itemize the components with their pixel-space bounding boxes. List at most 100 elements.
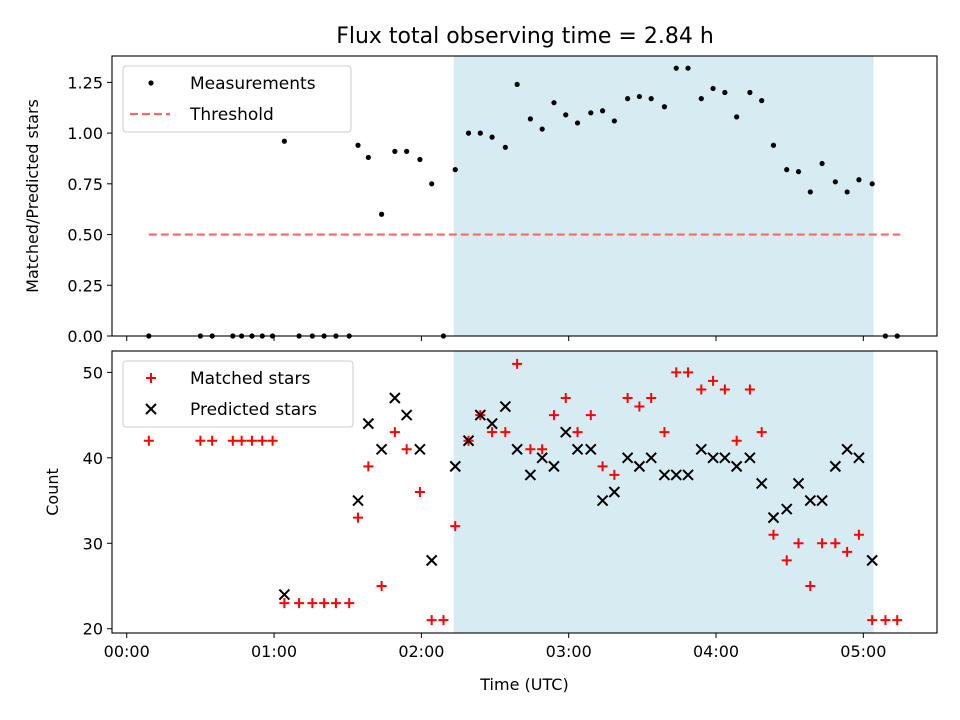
data-point	[784, 167, 790, 173]
y-axis-label: Matched/Predicted stars	[23, 99, 42, 293]
data-point	[867, 615, 878, 626]
legend-box	[122, 65, 352, 133]
data-point	[363, 461, 374, 472]
data-point	[599, 108, 606, 114]
shaded-span	[453, 351, 874, 633]
data-point	[842, 546, 853, 557]
data-point	[636, 93, 643, 100]
data-point	[597, 461, 608, 472]
data-point	[246, 435, 257, 446]
data-point	[892, 615, 903, 626]
data-point	[449, 460, 461, 473]
data-point	[829, 460, 842, 473]
x-tick-label: 01:00	[251, 642, 297, 661]
data-point	[869, 181, 875, 187]
legend-box	[122, 360, 354, 428]
x-tick-label: 05:00	[840, 642, 886, 661]
data-point	[805, 581, 816, 591]
data-point	[376, 581, 387, 591]
data-point	[502, 144, 508, 150]
data-point	[143, 435, 154, 446]
legend: Matched stars Predicted stars	[122, 360, 354, 428]
data-point	[731, 435, 742, 446]
data-point	[571, 443, 584, 455]
data-point	[880, 615, 891, 626]
data-point	[375, 443, 388, 455]
data-point	[768, 529, 779, 540]
data-point	[401, 444, 412, 455]
data-point	[524, 469, 537, 481]
data-point	[585, 443, 597, 455]
data-point	[378, 211, 385, 217]
data-point	[832, 179, 838, 185]
legend-label: Threshold	[189, 105, 274, 125]
data-point	[841, 443, 853, 455]
x-tick-label: 02:00	[398, 642, 444, 661]
data-point	[634, 401, 645, 412]
data-point	[426, 615, 437, 626]
data-point	[695, 443, 707, 455]
data-point	[722, 89, 728, 96]
data-point	[853, 452, 865, 464]
data-point	[551, 100, 557, 106]
data-point	[830, 538, 841, 549]
data-point	[417, 156, 423, 163]
data-point	[330, 598, 341, 609]
y-tick-label: 0.00	[67, 327, 103, 346]
y-tick-label: 20	[83, 620, 103, 639]
data-point	[819, 160, 825, 167]
data-point	[195, 435, 206, 446]
data-point	[609, 469, 620, 480]
data-point	[671, 367, 682, 378]
data-point	[719, 452, 731, 464]
data-point	[452, 167, 458, 173]
x-tick-label: 00:00	[104, 642, 150, 661]
data-point	[279, 598, 290, 609]
y-tick-label: 0.25	[67, 276, 103, 295]
data-point	[486, 417, 498, 430]
legend-marker	[148, 80, 154, 86]
data-point	[804, 494, 817, 507]
data-point	[719, 384, 730, 395]
data-point	[465, 130, 472, 136]
data-point	[707, 452, 719, 464]
y-tick-label: 30	[83, 534, 103, 553]
data-point	[267, 435, 278, 446]
data-point	[685, 65, 691, 71]
data-point	[389, 392, 401, 404]
data-point	[474, 409, 487, 421]
data-point	[744, 452, 756, 464]
y-tick-label: 50	[83, 363, 103, 382]
data-point	[560, 393, 571, 403]
legend-label: Measurements	[190, 74, 316, 94]
data-point	[853, 529, 864, 540]
data-point	[781, 503, 793, 515]
data-point	[429, 181, 435, 187]
data-point	[278, 588, 291, 601]
data-point	[236, 435, 247, 446]
data-point	[807, 189, 813, 195]
data-point	[527, 116, 533, 122]
legend-label: Matched stars	[190, 369, 310, 389]
legend: Measurements Threshold	[122, 65, 352, 133]
data-point	[307, 598, 318, 609]
data-point	[596, 494, 609, 507]
data-point	[625, 96, 631, 102]
data-point	[816, 494, 828, 507]
data-point	[708, 375, 719, 386]
data-point	[511, 443, 523, 455]
data-point	[658, 469, 671, 481]
data-point	[525, 444, 536, 455]
y-tick-label: 0.50	[67, 226, 103, 245]
data-point	[563, 112, 569, 118]
data-point	[792, 477, 805, 490]
data-point	[611, 118, 617, 124]
data-point	[487, 427, 498, 438]
legend-label: Predicted stars	[190, 400, 317, 420]
data-point	[844, 189, 850, 195]
data-point	[633, 460, 646, 473]
bottom-panel-counts: 00:00 01:00 02:00 03:00 04:00 05:00 20 30 40 50 Co…	[43, 350, 938, 694]
series-matched-stars	[143, 358, 903, 626]
data-point	[548, 460, 560, 473]
data-point	[574, 120, 581, 126]
